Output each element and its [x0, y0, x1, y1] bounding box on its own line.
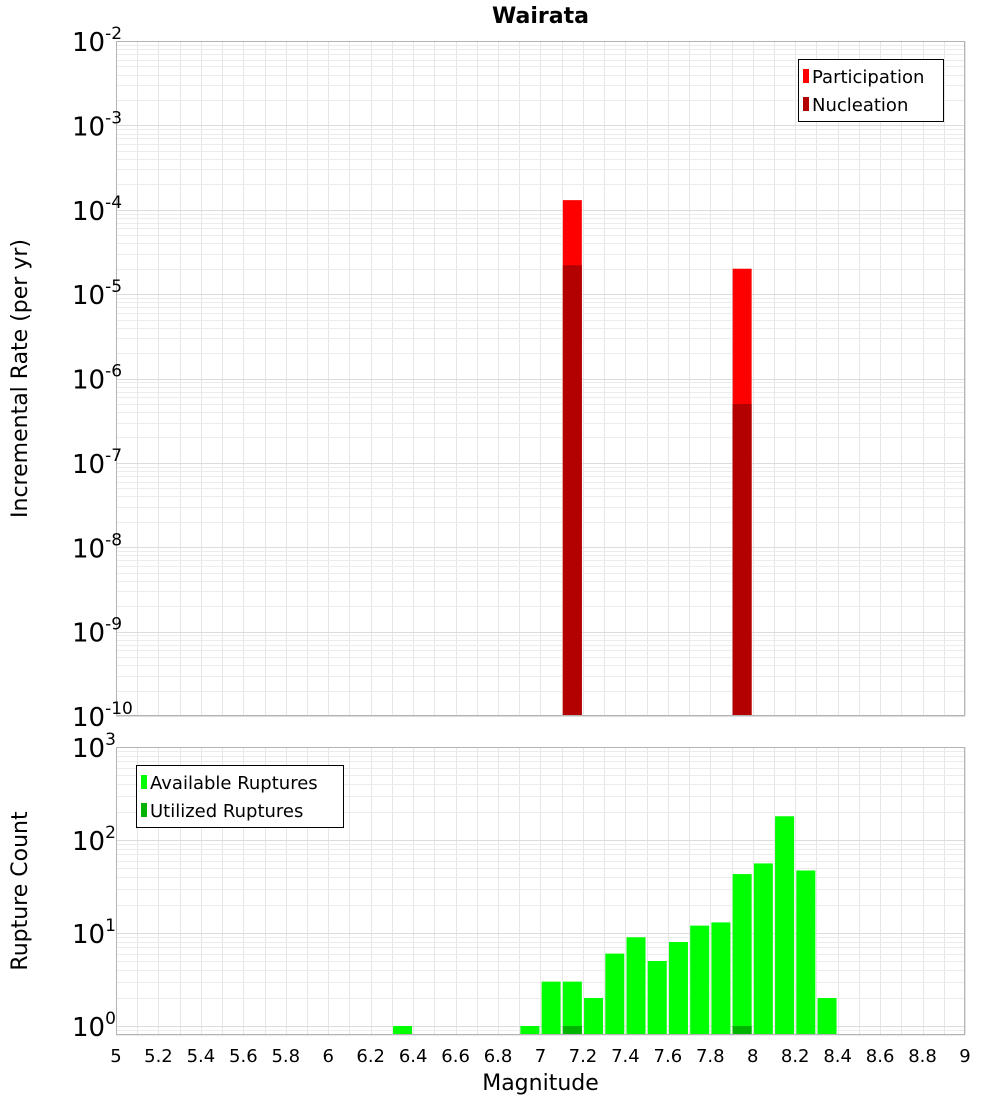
chart2-frame [116, 747, 965, 1035]
chart1-y-tick-label: 10-3 [72, 108, 122, 142]
chart1-y-tick-label: 10-8 [72, 530, 122, 564]
chart2-y-tick-label: 102 [72, 823, 116, 857]
chart1-title: Wairata [492, 4, 589, 29]
chart2-bar [690, 925, 710, 1035]
chart1-bar [732, 403, 752, 716]
chart1-legend-label: Participation [812, 67, 924, 88]
chart2-legend-label: Utilized Ruptures [150, 801, 303, 822]
chart2-x-tick-label: 6.4 [399, 1046, 428, 1067]
chart1-group: 10-10 10-9 10-8 10-7 10-6 10-5 10-4 10-3 10-2 Wai… [8, 4, 966, 733]
chart2-bar [817, 997, 837, 1035]
chart2-series-1 [393, 816, 837, 1035]
chart2-x-tick-label: 6.2 [356, 1046, 385, 1067]
chart2-x-tick-label: 7.4 [611, 1046, 640, 1067]
chart2-x-tick-label: 6.6 [441, 1046, 470, 1067]
chart1-bar [562, 265, 582, 716]
chart1-legend-swatch [803, 97, 809, 111]
chart1-legend-label: Nucleation [812, 95, 908, 116]
chart2-bar [796, 870, 816, 1035]
chart2-x-tick-label: 5.2 [144, 1046, 173, 1067]
chart2-legend-label: Available Ruptures [150, 773, 318, 794]
chart2-bar [541, 981, 561, 1035]
chart2-x-tick-label: 7.2 [569, 1046, 598, 1067]
chart2-bar [732, 1025, 752, 1035]
chart2-x-axis-label: Magnitude [482, 1071, 599, 1096]
chart2-series-2 [562, 1025, 752, 1035]
chart2-bar [732, 874, 752, 1035]
chart2-x-tick-label: 8.4 [823, 1046, 852, 1067]
chart2-bar [626, 937, 646, 1035]
chart2-y-tick-label: 103 [72, 730, 116, 764]
chart1-y-tick-label: 10-2 [72, 24, 122, 58]
chart1-grid [116, 41, 966, 717]
chart2-legend-box [136, 765, 344, 828]
chart2-legend-swatch [141, 775, 147, 789]
chart1-y-axis-label: Incremental Rate (per yr) [8, 239, 33, 518]
chart2-group: 100 101 102 103 5 5.2 5.4 5.6 5.8 6 6.2 6.4 6.6 6.8 7 7… [8, 730, 971, 1096]
chart1-legend: Participation Nucleation [798, 59, 944, 122]
chart1-y-tick-label: 10-5 [72, 277, 122, 311]
chart2-x-tick-label: 7 [535, 1046, 546, 1067]
chart1-y-tick-label: 10-4 [72, 193, 122, 227]
chart2-bar [605, 953, 625, 1035]
chart1-legend-swatch [803, 69, 809, 83]
chart2-x-tick-label: 6.8 [484, 1046, 513, 1067]
chart2-x-tick-label: 9 [959, 1046, 970, 1067]
chart2-x-tick-label: 8 [747, 1046, 758, 1067]
chart2-bar [775, 816, 795, 1035]
chart2-x-tick-label: 5 [110, 1046, 121, 1067]
chart2-y-tick-label: 101 [72, 916, 116, 950]
chart2-x-tick-label: 5.6 [229, 1046, 258, 1067]
chart2-x-tick-label: 7.8 [696, 1046, 725, 1067]
chart2-y-axis-label: Rupture Count [8, 811, 33, 971]
chart2-x-tick-label: 6 [323, 1046, 334, 1067]
chart2-bar [562, 1025, 582, 1035]
chart2-bar [520, 1025, 540, 1035]
chart2-x-tick-label: 8.2 [781, 1046, 810, 1067]
chart2-x-tick-label: 5.8 [271, 1046, 300, 1067]
chart1-y-tick-label: 10-7 [72, 446, 122, 480]
chart2-bar [753, 863, 773, 1035]
chart1-series-2 [562, 265, 752, 716]
chart2-legend: Available Ruptures Utilized Ruptures [136, 765, 344, 828]
chart2-bar [711, 922, 731, 1035]
chart1-frame [116, 41, 965, 716]
chart2-bar [584, 997, 604, 1035]
chart2-bar [393, 1025, 413, 1035]
chart1-legend-box [798, 59, 944, 122]
chart2-x-tick-label: 7.6 [654, 1046, 683, 1067]
chart2-bar [562, 981, 582, 1035]
chart1-y-tick-label: 10-9 [72, 615, 122, 649]
chart2-x-tick-label: 8.6 [866, 1046, 895, 1067]
chart1-y-tick-label: 10-6 [72, 362, 122, 396]
chart2-x-tick-label: 8.8 [908, 1046, 937, 1067]
chart2-bar [668, 942, 688, 1035]
chart2-x-tick-label: 5.4 [187, 1046, 216, 1067]
chart2-bar [647, 960, 667, 1035]
chart2-legend-swatch [141, 803, 147, 817]
chart1-y-tick-label: 10-10 [72, 699, 133, 733]
chart2-y-tick-label: 100 [72, 1009, 116, 1043]
